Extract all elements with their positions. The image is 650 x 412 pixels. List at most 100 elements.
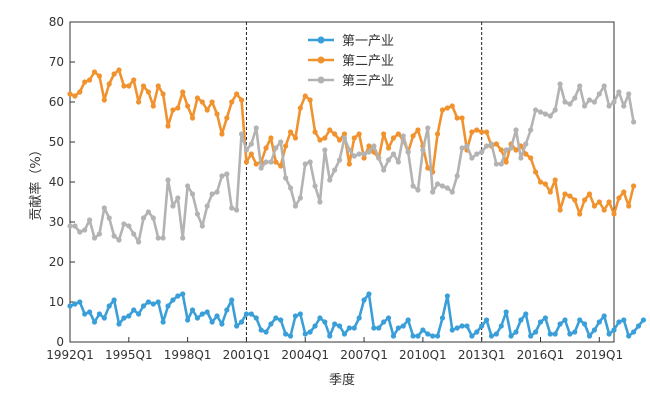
- data-point: [332, 131, 338, 137]
- data-point: [577, 317, 583, 323]
- data-point: [170, 107, 176, 113]
- data-point: [415, 127, 421, 133]
- data-point: [410, 133, 416, 139]
- data-point: [439, 107, 446, 113]
- data-point: [542, 315, 548, 321]
- x-tick-label: 1995Q1: [105, 348, 153, 362]
- data-point: [219, 173, 225, 179]
- data-point: [420, 327, 426, 333]
- data-point: [82, 227, 88, 233]
- data-point: [351, 325, 357, 331]
- data-point: [87, 217, 93, 223]
- data-point: [601, 83, 607, 89]
- data-point: [616, 319, 622, 325]
- data-point: [513, 147, 519, 153]
- data-point: [503, 309, 509, 315]
- data-point: [532, 169, 539, 175]
- data-point: [385, 315, 392, 321]
- data-point: [410, 333, 416, 339]
- data-point: [572, 95, 578, 101]
- data-point: [189, 307, 196, 313]
- data-point: [278, 163, 284, 169]
- data-point: [581, 197, 588, 203]
- data-point: [106, 215, 112, 221]
- data-point: [136, 311, 142, 317]
- data-point: [425, 331, 431, 337]
- data-point: [469, 129, 475, 135]
- data-point: [390, 135, 397, 141]
- data-point: [180, 235, 186, 241]
- data-point: [145, 209, 152, 215]
- data-point: [601, 313, 607, 319]
- data-point: [479, 149, 485, 155]
- x-tick-label: 2001Q1: [223, 348, 271, 362]
- data-point: [194, 315, 201, 321]
- data-point: [611, 327, 617, 333]
- y-axis-title: 贡献率（%）: [28, 143, 44, 220]
- data-point: [116, 67, 122, 73]
- data-point: [283, 143, 289, 149]
- data-point: [121, 315, 127, 321]
- data-point: [140, 303, 147, 309]
- data-point: [420, 147, 426, 153]
- data-point: [121, 83, 127, 89]
- data-point: [581, 103, 588, 109]
- data-point: [591, 203, 598, 209]
- data-point: [160, 319, 166, 325]
- data-point: [155, 235, 161, 241]
- data-point: [537, 179, 544, 185]
- data-point: [140, 83, 147, 89]
- data-point: [572, 197, 578, 203]
- data-point: [219, 321, 225, 327]
- data-point: [248, 141, 254, 147]
- data-point: [474, 127, 480, 133]
- data-point: [567, 331, 573, 337]
- y-tick-label: 10: [49, 295, 64, 309]
- data-point: [528, 155, 534, 161]
- y-tick-label: 20: [49, 255, 64, 269]
- legend-marker: [317, 76, 325, 84]
- data-point: [508, 145, 514, 151]
- data-point: [140, 215, 147, 221]
- data-point: [547, 113, 553, 119]
- data-point: [488, 333, 495, 339]
- series-2: [67, 67, 637, 217]
- data-point: [552, 331, 558, 337]
- data-point: [150, 215, 156, 221]
- data-point: [371, 325, 377, 331]
- data-point: [430, 189, 436, 195]
- data-point: [513, 127, 519, 133]
- data-point: [381, 167, 387, 173]
- data-point: [400, 323, 406, 329]
- data-point: [621, 317, 627, 323]
- data-point: [111, 233, 117, 239]
- legend-marker: [317, 56, 325, 64]
- data-point: [180, 89, 186, 95]
- data-point: [165, 123, 171, 129]
- data-point: [341, 331, 348, 337]
- data-point: [317, 137, 323, 143]
- data-point: [434, 181, 441, 187]
- data-point: [356, 315, 362, 321]
- data-point: [302, 161, 308, 167]
- data-point: [528, 127, 534, 133]
- data-point: [528, 333, 534, 339]
- data-point: [322, 135, 328, 141]
- data-point: [243, 159, 250, 165]
- data-point: [238, 319, 245, 325]
- x-axis-title: 季度: [329, 372, 355, 388]
- data-point: [503, 159, 509, 165]
- x-tick-label: 2007Q1: [340, 348, 388, 362]
- data-point: [72, 93, 78, 99]
- data-point: [229, 297, 235, 303]
- data-point: [199, 311, 205, 317]
- data-point: [366, 291, 372, 297]
- series-1: [67, 291, 647, 339]
- data-point: [87, 77, 93, 83]
- data-point: [126, 83, 132, 89]
- data-point: [601, 207, 607, 213]
- data-point: [185, 183, 191, 189]
- y-tick-label: 30: [49, 215, 64, 229]
- data-point: [591, 99, 598, 105]
- data-point: [283, 331, 289, 337]
